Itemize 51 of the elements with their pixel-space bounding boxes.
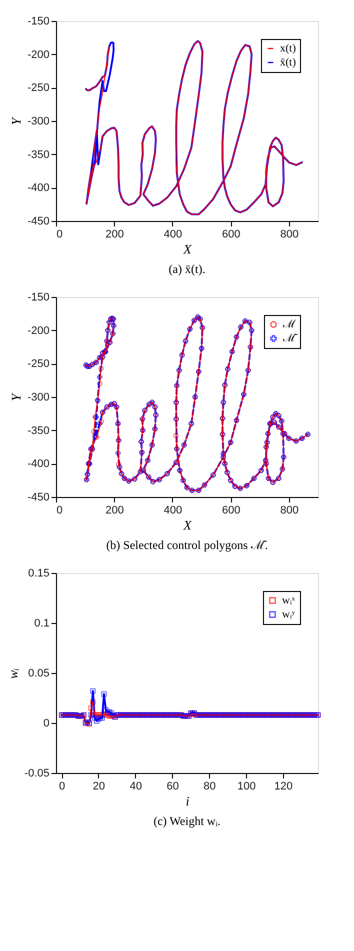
y-tick-label: -200 xyxy=(27,48,50,61)
y-axis-title: Y xyxy=(8,392,24,402)
x-tick-label: 80 xyxy=(204,780,216,792)
legend-label: x(t) xyxy=(280,42,296,54)
y-tick-label: 0.05 xyxy=(28,668,50,680)
legend-label: ℳ̄ xyxy=(282,332,298,344)
x-axis-title: X xyxy=(182,518,193,532)
y-tick-label: -300 xyxy=(27,392,50,404)
y-tick-label: -200 xyxy=(27,324,50,337)
y-tick-label: -450 xyxy=(27,492,50,504)
x-tick-label: 20 xyxy=(92,780,106,792)
y-tick-label: -150 xyxy=(27,292,50,304)
y-axis-title: Y xyxy=(8,116,24,126)
y-tick-label: -350 xyxy=(27,424,50,437)
x-tick-label: 0 xyxy=(56,504,63,516)
y-tick-label: -250 xyxy=(27,358,50,370)
x-axis-title: X xyxy=(182,242,193,256)
x-tick-label: 600 xyxy=(222,504,240,516)
x-tick-label: 120 xyxy=(274,780,293,792)
legend-label: wᵢˣ xyxy=(282,594,296,606)
x-tick-label: 400 xyxy=(164,504,182,516)
y-tick-label: 0.1 xyxy=(34,618,50,630)
x-tick-label: 40 xyxy=(130,780,142,792)
x-tick-label: 600 xyxy=(222,228,240,240)
x-tick-label: 800 xyxy=(280,228,299,240)
x-tick-label: 800 xyxy=(280,504,299,516)
y-tick-label: 0.15 xyxy=(28,568,50,580)
x-tick-label: 100 xyxy=(237,780,256,792)
x-axis-title: i xyxy=(186,794,190,808)
y-tick-label: -250 xyxy=(27,82,50,94)
y-tick-label: -350 xyxy=(27,148,50,161)
legend-label: wᵢʸ xyxy=(282,608,296,620)
legend-label: ℳ xyxy=(282,318,296,330)
y-tick-label: -400 xyxy=(27,182,50,194)
y-tick-label: -150 xyxy=(27,16,50,28)
y-tick-label: -400 xyxy=(27,458,50,470)
y-axis-title: wᵢ xyxy=(5,668,20,679)
legend-label: x̄(t) xyxy=(280,56,296,68)
x-tick-label: 60 xyxy=(166,780,179,792)
y-tick-label: -450 xyxy=(27,216,50,228)
x-tick-label: 0 xyxy=(56,228,63,240)
y-tick-label: -300 xyxy=(27,116,50,128)
text: (b) Selected control polygons ℳ̄. xyxy=(106,538,268,552)
x-tick-label: 200 xyxy=(106,228,124,240)
x-tick-label: 0 xyxy=(58,780,66,792)
text: (c) Weight wᵢ. xyxy=(153,814,221,828)
text: (a) x̄(t). xyxy=(168,262,206,276)
y-tick-label: 0 xyxy=(43,718,50,730)
x-tick-label: 400 xyxy=(164,228,182,240)
y-tick-label: -0.05 xyxy=(24,768,50,780)
x-tick-label: 200 xyxy=(106,504,124,516)
